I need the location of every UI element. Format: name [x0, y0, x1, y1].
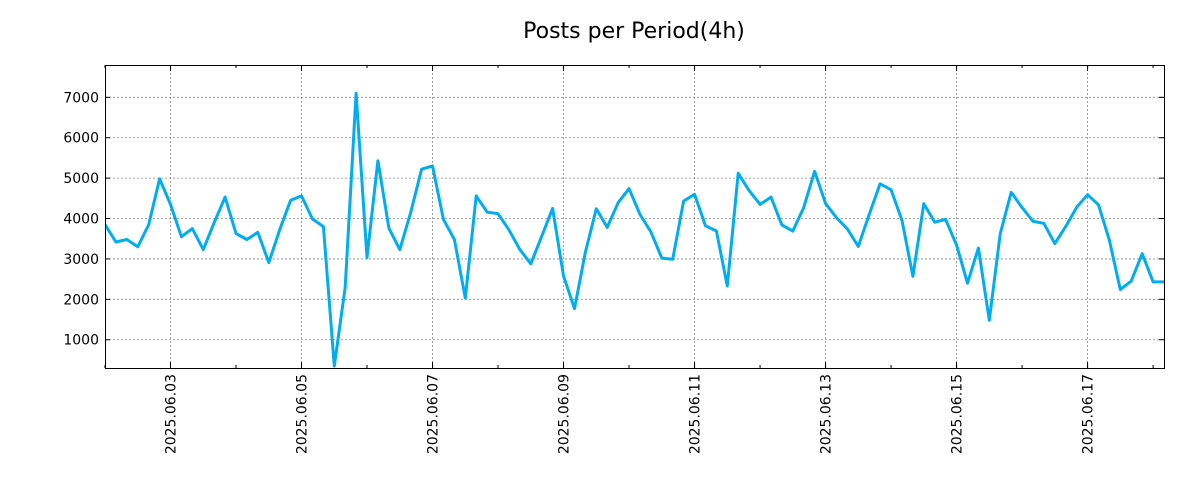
- y-tick-label: 1000: [63, 333, 99, 349]
- x-tick-label: 2025.06.17: [1081, 374, 1097, 454]
- y-tick-label: 2000: [63, 292, 99, 308]
- y-tick-label: 3000: [63, 252, 99, 268]
- x-tick-label: 2025.06.13: [819, 374, 835, 454]
- series-line: [105, 91, 1164, 368]
- x-tick-label: 2025.06.09: [557, 374, 573, 454]
- y-tick-label: 4000: [63, 212, 99, 228]
- grid-layer: [105, 65, 1164, 368]
- x-tick-label: 2025.06.11: [688, 374, 704, 454]
- plot-frame: [105, 65, 1165, 369]
- chart-title: Posts per Period(4h): [523, 19, 745, 44]
- x-tick-label: 2025.06.05: [295, 374, 311, 454]
- x-tick-label: 2025.06.15: [950, 374, 966, 454]
- x-tick-label: 2025.06.03: [164, 374, 180, 454]
- series-layer: [105, 91, 1164, 368]
- y-tick-label: 5000: [63, 171, 99, 187]
- y-tick-label: 6000: [63, 131, 99, 147]
- axis-layer: 1000 2000 3000 4000 5000 6000 7000 2025.06.03 20…: [63, 65, 1164, 454]
- y-tick-label: 7000: [63, 90, 99, 106]
- x-tick-label: 2025.06.07: [426, 374, 442, 454]
